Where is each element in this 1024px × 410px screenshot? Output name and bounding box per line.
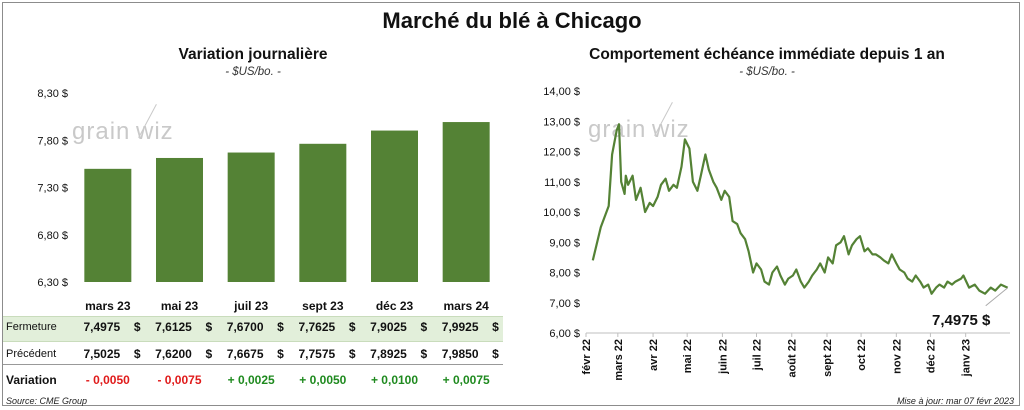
y-tick-label: 14,00 $ <box>543 86 580 98</box>
precedent-value: 7,8925 <box>370 347 407 361</box>
variation-value: + 0,0100 <box>370 373 419 387</box>
x-tick-label: mars 23 <box>85 299 131 313</box>
x-tick-label: févr 22 <box>581 339 593 374</box>
y-tick-label: 11,00 $ <box>544 177 580 189</box>
y-tick-label: 7,80 $ <box>37 135 68 147</box>
y-tick-label: 6,80 $ <box>37 230 68 242</box>
y-tick-label: 6,00 $ <box>549 328 580 340</box>
y-tick-label: 7,30 $ <box>37 183 68 195</box>
bar <box>371 130 418 282</box>
left-panel-title: Variation journalière <box>178 46 328 63</box>
main-title: Marché du blé à Chicago <box>382 8 642 33</box>
y-tick-label: 6,30 $ <box>37 277 68 289</box>
bar <box>84 168 132 282</box>
price-line <box>591 123 1009 295</box>
x-tick-label: mai 23 <box>161 299 199 313</box>
precedent-value: 7,6200 <box>155 347 192 361</box>
fermeture-dollar: $ <box>277 320 284 334</box>
y-tick-label: 10,00 $ <box>543 207 580 219</box>
variation-value: - 0,0050 <box>85 373 130 387</box>
fermeture-dollar: $ <box>420 320 428 334</box>
x-tick-label: sept 23 <box>302 299 344 313</box>
y-tick-label: 12,00 $ <box>543 147 580 159</box>
x-tick-label: juil 22 <box>752 339 764 371</box>
variation-value: + 0,0025 <box>227 373 275 387</box>
fermeture-value: 7,4975 <box>83 320 121 334</box>
y-tick-label: 9,00 $ <box>549 237 580 249</box>
fermeture-value: 7,9925 <box>441 320 479 334</box>
x-tick-label: mars 24 <box>443 299 489 313</box>
footer-updated: Mise à jour: mar 07 févr 2023 <box>896 396 1014 406</box>
y-tick-label: 8,00 $ <box>549 268 580 280</box>
bar-chart: 6,30 $ 6,80 $ 7,30 $ 7,80 $ 8,30 $ mars 23 mai… <box>37 88 490 313</box>
x-tick-label: juil 23 <box>233 299 268 313</box>
precedent-dollar: $ <box>205 347 213 361</box>
y-tick-label: 7,00 $ <box>549 298 580 310</box>
precedent-value: 7,6675 <box>226 347 264 361</box>
chart-frame <box>2 2 1020 406</box>
variation-value: + 0,0075 <box>442 373 490 387</box>
x-tick-label: sept 22 <box>822 339 834 377</box>
fermeture-dollar: $ <box>133 320 141 334</box>
x-tick-label: nov 22 <box>891 339 903 374</box>
x-tick-label: déc 23 <box>376 299 414 313</box>
precedent-dollar: $ <box>420 347 428 361</box>
bar <box>442 122 490 282</box>
precedent-dollar: $ <box>348 347 356 361</box>
x-tick-label: juin 22 <box>717 339 729 375</box>
precedent-value: 7,5025 <box>83 347 121 361</box>
variation-value: - 0,0075 <box>157 373 202 387</box>
x-tick-label: oct 22 <box>856 339 868 371</box>
bar <box>156 157 203 282</box>
fermeture-dollar: $ <box>492 320 499 334</box>
last-price-leader <box>985 287 1009 307</box>
x-tick-label: déc 22 <box>925 339 937 373</box>
fermeture-dollar: $ <box>348 320 356 334</box>
fermeture-dollar: $ <box>205 320 213 334</box>
variation-value: + 0,0050 <box>299 373 347 387</box>
x-tick-label: mai 22 <box>682 339 694 373</box>
table-separator <box>3 364 503 365</box>
fermeture-row-bg <box>3 316 503 342</box>
fermeture-value: 7,9025 <box>370 320 407 334</box>
precedent-value: 7,9850 <box>441 347 479 361</box>
x-tick-label: août 22 <box>787 339 799 378</box>
footer-source: Source: CME Group <box>6 396 88 406</box>
fermeture-value: 7,7625 <box>298 320 336 334</box>
precedent-value: 7,7575 <box>298 347 336 361</box>
fermeture-value: 7,6125 <box>155 320 192 334</box>
row-label-variation: Variation <box>6 373 57 387</box>
right-panel-subtitle: - $US/bo. - <box>739 66 795 78</box>
precedent-dollar: $ <box>277 347 284 361</box>
bar <box>299 143 347 282</box>
x-tick-label: janv 23 <box>961 339 973 377</box>
x-tick-label: mars 22 <box>613 339 625 381</box>
last-price-label: 7,4975 $ <box>932 312 991 329</box>
row-label-fermeture: Fermeture <box>6 321 57 333</box>
x-tick-label: avr 22 <box>648 339 660 371</box>
y-tick-label: 8,30 $ <box>37 88 68 100</box>
row-label-precedent: Précédent <box>6 348 57 360</box>
left-panel-subtitle: - $US/bo. - <box>225 66 281 78</box>
y-tick-label: 13,00 $ <box>543 116 580 128</box>
fermeture-value: 7,6700 <box>226 320 264 334</box>
precedent-dollar: $ <box>133 347 141 361</box>
precedent-dollar: $ <box>492 347 499 361</box>
right-panel-title: Comportement échéance immédiate depuis 1… <box>589 46 945 63</box>
bar <box>227 152 275 282</box>
